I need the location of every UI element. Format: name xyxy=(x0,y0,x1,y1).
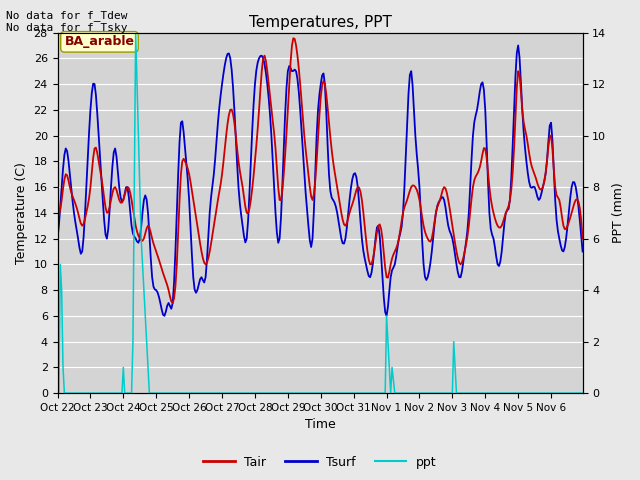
Text: BA_arable: BA_arable xyxy=(65,36,134,48)
Y-axis label: PPT (mm): PPT (mm) xyxy=(612,182,625,243)
Y-axis label: Temperature (C): Temperature (C) xyxy=(15,162,28,264)
Text: No data for f_Tdew
No data for f_Tsky: No data for f_Tdew No data for f_Tsky xyxy=(6,10,128,33)
Legend: Tair, Tsurf, ppt: Tair, Tsurf, ppt xyxy=(198,451,442,474)
X-axis label: Time: Time xyxy=(305,419,335,432)
Title: Temperatures, PPT: Temperatures, PPT xyxy=(248,15,392,30)
